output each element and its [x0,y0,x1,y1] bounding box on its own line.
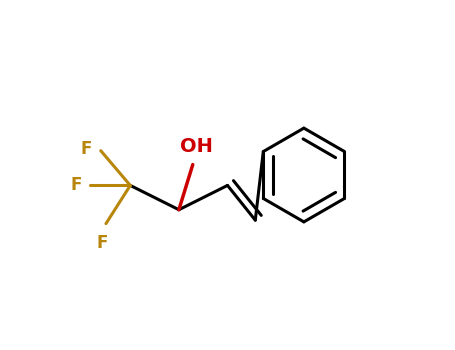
Text: F: F [70,176,81,194]
Text: F: F [97,234,108,252]
Text: F: F [81,140,92,158]
Text: OH: OH [180,137,212,156]
